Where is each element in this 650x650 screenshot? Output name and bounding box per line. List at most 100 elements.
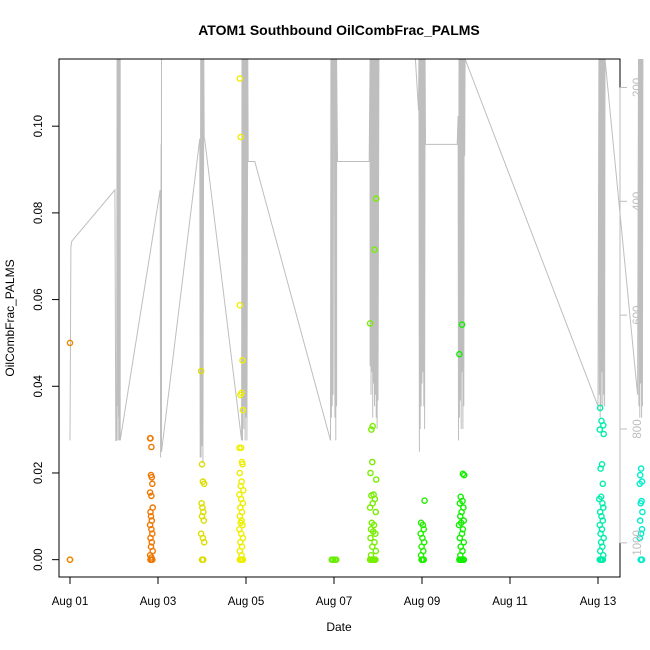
data-point [596, 547, 604, 555]
y-axis-label: OilCombFrac_PALMS [3, 259, 17, 376]
y-tick-label: 0.02 [33, 462, 45, 484]
plot-frame [58, 58, 621, 578]
y-tick-label: 0.00 [33, 548, 45, 570]
data-point [372, 547, 380, 555]
data-point [460, 556, 468, 564]
data-point [148, 443, 155, 451]
data-point [455, 521, 463, 529]
data-point [147, 434, 154, 442]
data-point [148, 556, 155, 564]
x-axis-label: Date [326, 620, 352, 634]
data-point [148, 473, 156, 481]
data-point [372, 556, 379, 564]
data-point [637, 465, 645, 472]
data-point [599, 556, 606, 564]
x-tick-label: Aug 05 [228, 596, 264, 608]
data-point [148, 492, 155, 500]
data-point [367, 534, 374, 542]
data-point [420, 526, 428, 533]
y2-tick-label: 600 [632, 306, 644, 325]
data-point [198, 499, 205, 507]
y-tick-label: 0.06 [33, 288, 45, 310]
data-point [456, 499, 464, 507]
data-point [370, 521, 378, 529]
data-point [596, 404, 604, 412]
data-point [200, 539, 208, 546]
y2-tick-label: 400 [632, 192, 644, 211]
data-point [599, 480, 607, 488]
y-axis-left: 0.00 0.02 0.04 0.06 0.08 0.10 [33, 115, 60, 571]
data-point [236, 75, 244, 82]
data-point [237, 133, 244, 141]
data-point [197, 367, 205, 375]
data-point [372, 508, 380, 516]
y-tick-label: 0.10 [33, 115, 45, 137]
data-point [146, 489, 154, 496]
data-point [240, 486, 247, 494]
data-point [236, 391, 244, 399]
data-point [456, 513, 464, 520]
data-point [637, 499, 645, 507]
data-point [596, 426, 604, 433]
data-point [147, 508, 154, 516]
data-point [237, 444, 245, 452]
data-point [597, 530, 604, 538]
data-point [371, 246, 378, 253]
data-point [368, 492, 375, 499]
data-point [372, 530, 379, 538]
data-point [236, 301, 244, 309]
data-point [239, 521, 246, 529]
data-point [368, 556, 375, 564]
data-point [66, 556, 74, 564]
data-point [239, 556, 247, 564]
data-point [369, 422, 377, 430]
x-tick-label: Aug 09 [404, 596, 440, 608]
data-point [199, 556, 207, 564]
data-point [599, 517, 607, 524]
data-point [200, 480, 208, 488]
data-point [458, 321, 466, 329]
data-point [239, 406, 247, 414]
data-point [368, 426, 375, 433]
data-point [200, 517, 208, 524]
data-point [597, 465, 604, 472]
data-point [419, 556, 426, 564]
data-point [236, 469, 244, 477]
data-point [198, 460, 206, 468]
data-point [368, 543, 376, 551]
data-point [372, 476, 380, 483]
data-point [636, 471, 644, 479]
data-point [460, 471, 468, 479]
data-point [372, 195, 380, 202]
data-point [636, 534, 644, 542]
data-points-layer [66, 75, 646, 564]
x-tick-label: Aug 01 [52, 596, 88, 608]
pressure-trace-line [69, 58, 644, 464]
x-tick-label: Aug 07 [316, 596, 352, 608]
data-point [456, 350, 463, 358]
data-point [600, 504, 607, 511]
data-point [636, 517, 644, 524]
data-point [368, 458, 376, 466]
pressure-trace-layer [69, 58, 644, 464]
data-point [596, 495, 603, 503]
data-point [457, 556, 465, 564]
data-point [147, 513, 155, 520]
data-point [636, 480, 644, 488]
data-point [148, 480, 156, 488]
y-axis-right-pressure: 200 400 600 800 1000 [619, 78, 644, 556]
data-point [459, 470, 467, 478]
data-point [66, 339, 74, 347]
y2-tick-label: 200 [632, 78, 644, 97]
data-point [421, 497, 428, 505]
y-tick-label: 0.04 [33, 374, 45, 397]
chart-title: ATOM1 Southbound OilCombFrac_PALMS [198, 22, 480, 38]
data-point [456, 534, 464, 542]
data-point [367, 469, 374, 477]
y2-tick-label: 1000 [632, 530, 644, 556]
data-point [239, 460, 246, 468]
data-point [599, 499, 606, 507]
data-point [598, 417, 605, 425]
data-point [332, 556, 340, 564]
